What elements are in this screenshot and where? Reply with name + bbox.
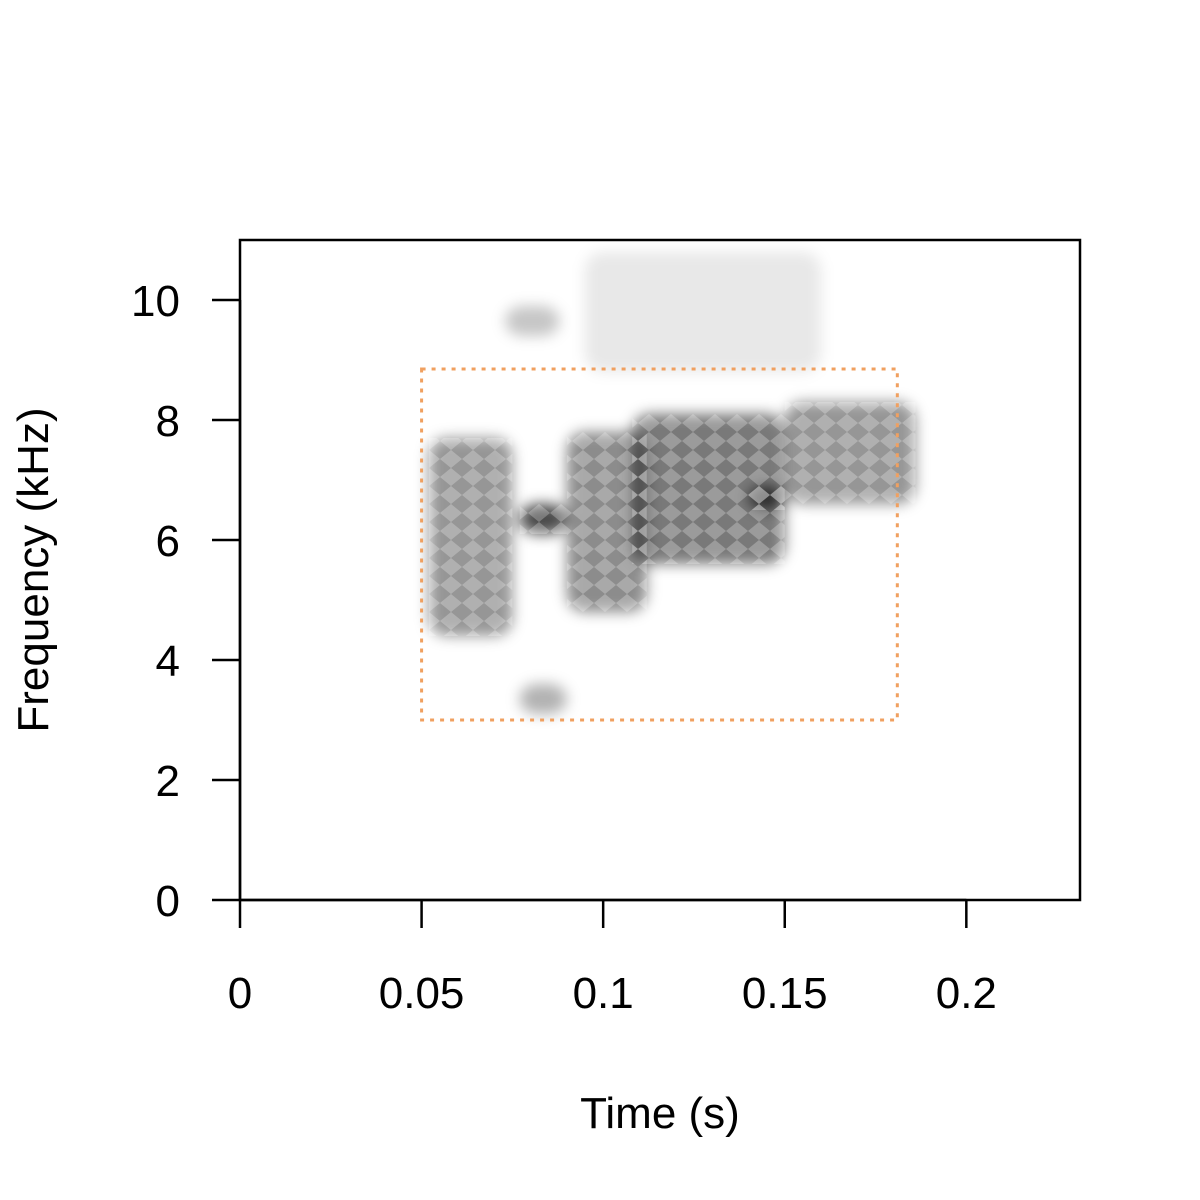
x-tick-label: 0.15 [742,969,828,1018]
x-tick-label: 0.1 [573,969,634,1018]
x-tick-label: 0.2 [936,969,997,1018]
selection-box [420,367,899,722]
energy-region [585,252,822,372]
energy-texture [748,486,785,510]
y-tick-label: 2 [156,757,180,806]
energy-texture [428,438,513,636]
y-tick-label: 6 [156,517,180,566]
y-tick-label: 4 [156,637,180,686]
y-axis: 0 2 4 6 8 10 [131,277,242,926]
y-tick-label: 0 [156,877,180,926]
x-tick-label: 0 [228,969,252,1018]
energy-texture [519,504,567,534]
y-tick-label: 10 [131,277,180,326]
y-axis-label: Frequency (kHz) [9,407,58,732]
y-tick-label: 8 [156,397,180,446]
x-axis-label: Time (s) [580,1089,740,1138]
energy-region [505,306,560,336]
x-axis: 0 0.05 0.1 0.15 0.2 [228,898,997,1018]
energy-region [519,684,567,714]
x-tick-label: 0.05 [379,969,465,1018]
spectrogram-texture-layer [428,402,916,636]
energy-texture [784,402,916,504]
